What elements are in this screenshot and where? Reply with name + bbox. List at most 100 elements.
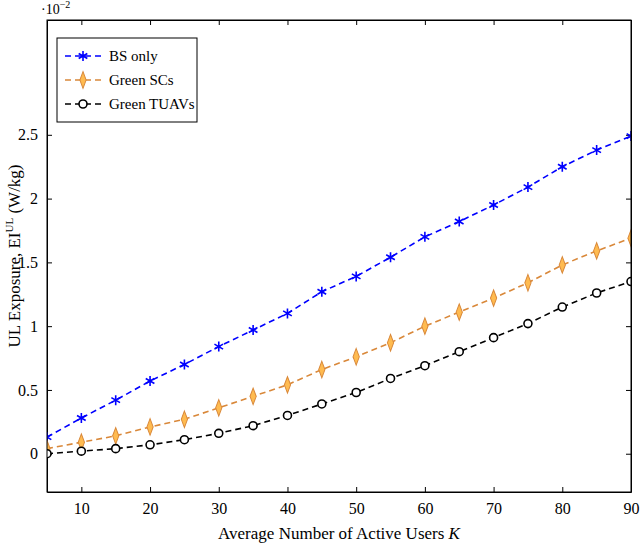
tick: 1 (30, 318, 52, 335)
marker (146, 441, 154, 449)
marker (249, 422, 257, 430)
series-line (47, 282, 631, 454)
tick-mark (47, 262, 52, 263)
marker (180, 436, 188, 444)
annotation: ·10−2 (41, 0, 70, 17)
tick (562, 20, 563, 25)
tick-mark (47, 390, 52, 391)
tick-mark (47, 135, 52, 136)
marker (489, 200, 498, 210)
tick-mark (626, 390, 631, 391)
marker (319, 361, 325, 378)
marker (524, 320, 532, 328)
tick (494, 20, 495, 25)
marker (77, 413, 86, 423)
marker (318, 400, 326, 408)
marker (421, 362, 429, 370)
tick-label: 1 (30, 318, 38, 335)
marker (559, 257, 565, 274)
tick (626, 199, 631, 200)
marker (627, 278, 631, 286)
marker (558, 303, 566, 311)
tick (626, 454, 631, 455)
tick-mark (356, 20, 357, 25)
tick-label: 80 (555, 500, 571, 517)
legend-marker (79, 100, 87, 108)
marker (146, 376, 155, 386)
tick-mark (47, 199, 52, 200)
marker (113, 428, 119, 445)
legend-label: Green TUAVs (109, 96, 195, 112)
marker (525, 275, 531, 292)
tick-mark (150, 487, 151, 492)
series-line (47, 136, 631, 437)
marker (47, 450, 51, 458)
data-layer (47, 131, 631, 458)
tick-mark (81, 487, 82, 492)
chart: 10203040506070809000.511.522.5BS onlyGre… (0, 0, 640, 551)
legend: BS only Green SCs Green TUAVs (57, 38, 197, 122)
tick-label: 2.5 (18, 126, 38, 143)
marker (386, 252, 395, 262)
tick-mark (219, 487, 220, 492)
tick (626, 262, 631, 263)
tick (626, 326, 631, 327)
tick-label: 10 (74, 500, 90, 517)
tick (356, 20, 357, 25)
marker (112, 445, 120, 453)
marker (353, 348, 359, 365)
legend-box (57, 38, 197, 122)
legend-label: Green SCs (109, 72, 174, 88)
marker (47, 432, 51, 442)
tick-mark (562, 487, 563, 492)
legend-marker (79, 51, 88, 61)
legend-marker (80, 72, 86, 89)
marker (111, 395, 120, 405)
tick-mark (562, 20, 563, 25)
tick (150, 20, 151, 25)
marker (77, 447, 85, 455)
plot: 10203040506070809000.511.522.5BS onlyGre… (18, 20, 640, 517)
tick-label: 30 (211, 500, 227, 517)
tick-label: 40 (280, 500, 296, 517)
marker (455, 217, 464, 227)
tick: 2 (30, 190, 52, 207)
tick-label: 60 (417, 500, 433, 517)
x-axis-title: Average Number of Active Users K (218, 524, 462, 543)
marker (490, 334, 498, 342)
marker (352, 271, 361, 281)
tick-mark (626, 326, 631, 327)
marker (181, 411, 187, 428)
marker (147, 419, 153, 436)
tick (425, 20, 426, 25)
tick (81, 20, 82, 25)
tick-mark (150, 20, 151, 25)
y-axis-title: UL Exposure, EIUL (W/kg) (3, 164, 24, 347)
tick-mark (494, 487, 495, 492)
marker (284, 377, 290, 394)
tick-label: 50 (349, 500, 365, 517)
tick-mark (425, 20, 426, 25)
tick-label: 20 (143, 500, 159, 517)
marker (283, 411, 291, 419)
legend-label: BS only (109, 48, 158, 64)
marker (456, 304, 462, 321)
marker (317, 287, 326, 297)
tick-mark (626, 199, 631, 200)
marker (283, 308, 292, 318)
marker (214, 342, 223, 352)
marker (627, 131, 631, 141)
tick-label: 2 (30, 190, 38, 207)
marker (387, 334, 393, 351)
tick-mark (81, 20, 82, 25)
tick-label: 90 (624, 500, 640, 517)
marker (455, 348, 463, 356)
tick-mark (47, 326, 52, 327)
frame (47, 20, 631, 492)
marker (421, 232, 430, 242)
marker (422, 318, 428, 335)
tick-label: 0.5 (18, 382, 38, 399)
marker (352, 389, 360, 397)
tick-mark (219, 20, 220, 25)
marker (215, 429, 223, 437)
